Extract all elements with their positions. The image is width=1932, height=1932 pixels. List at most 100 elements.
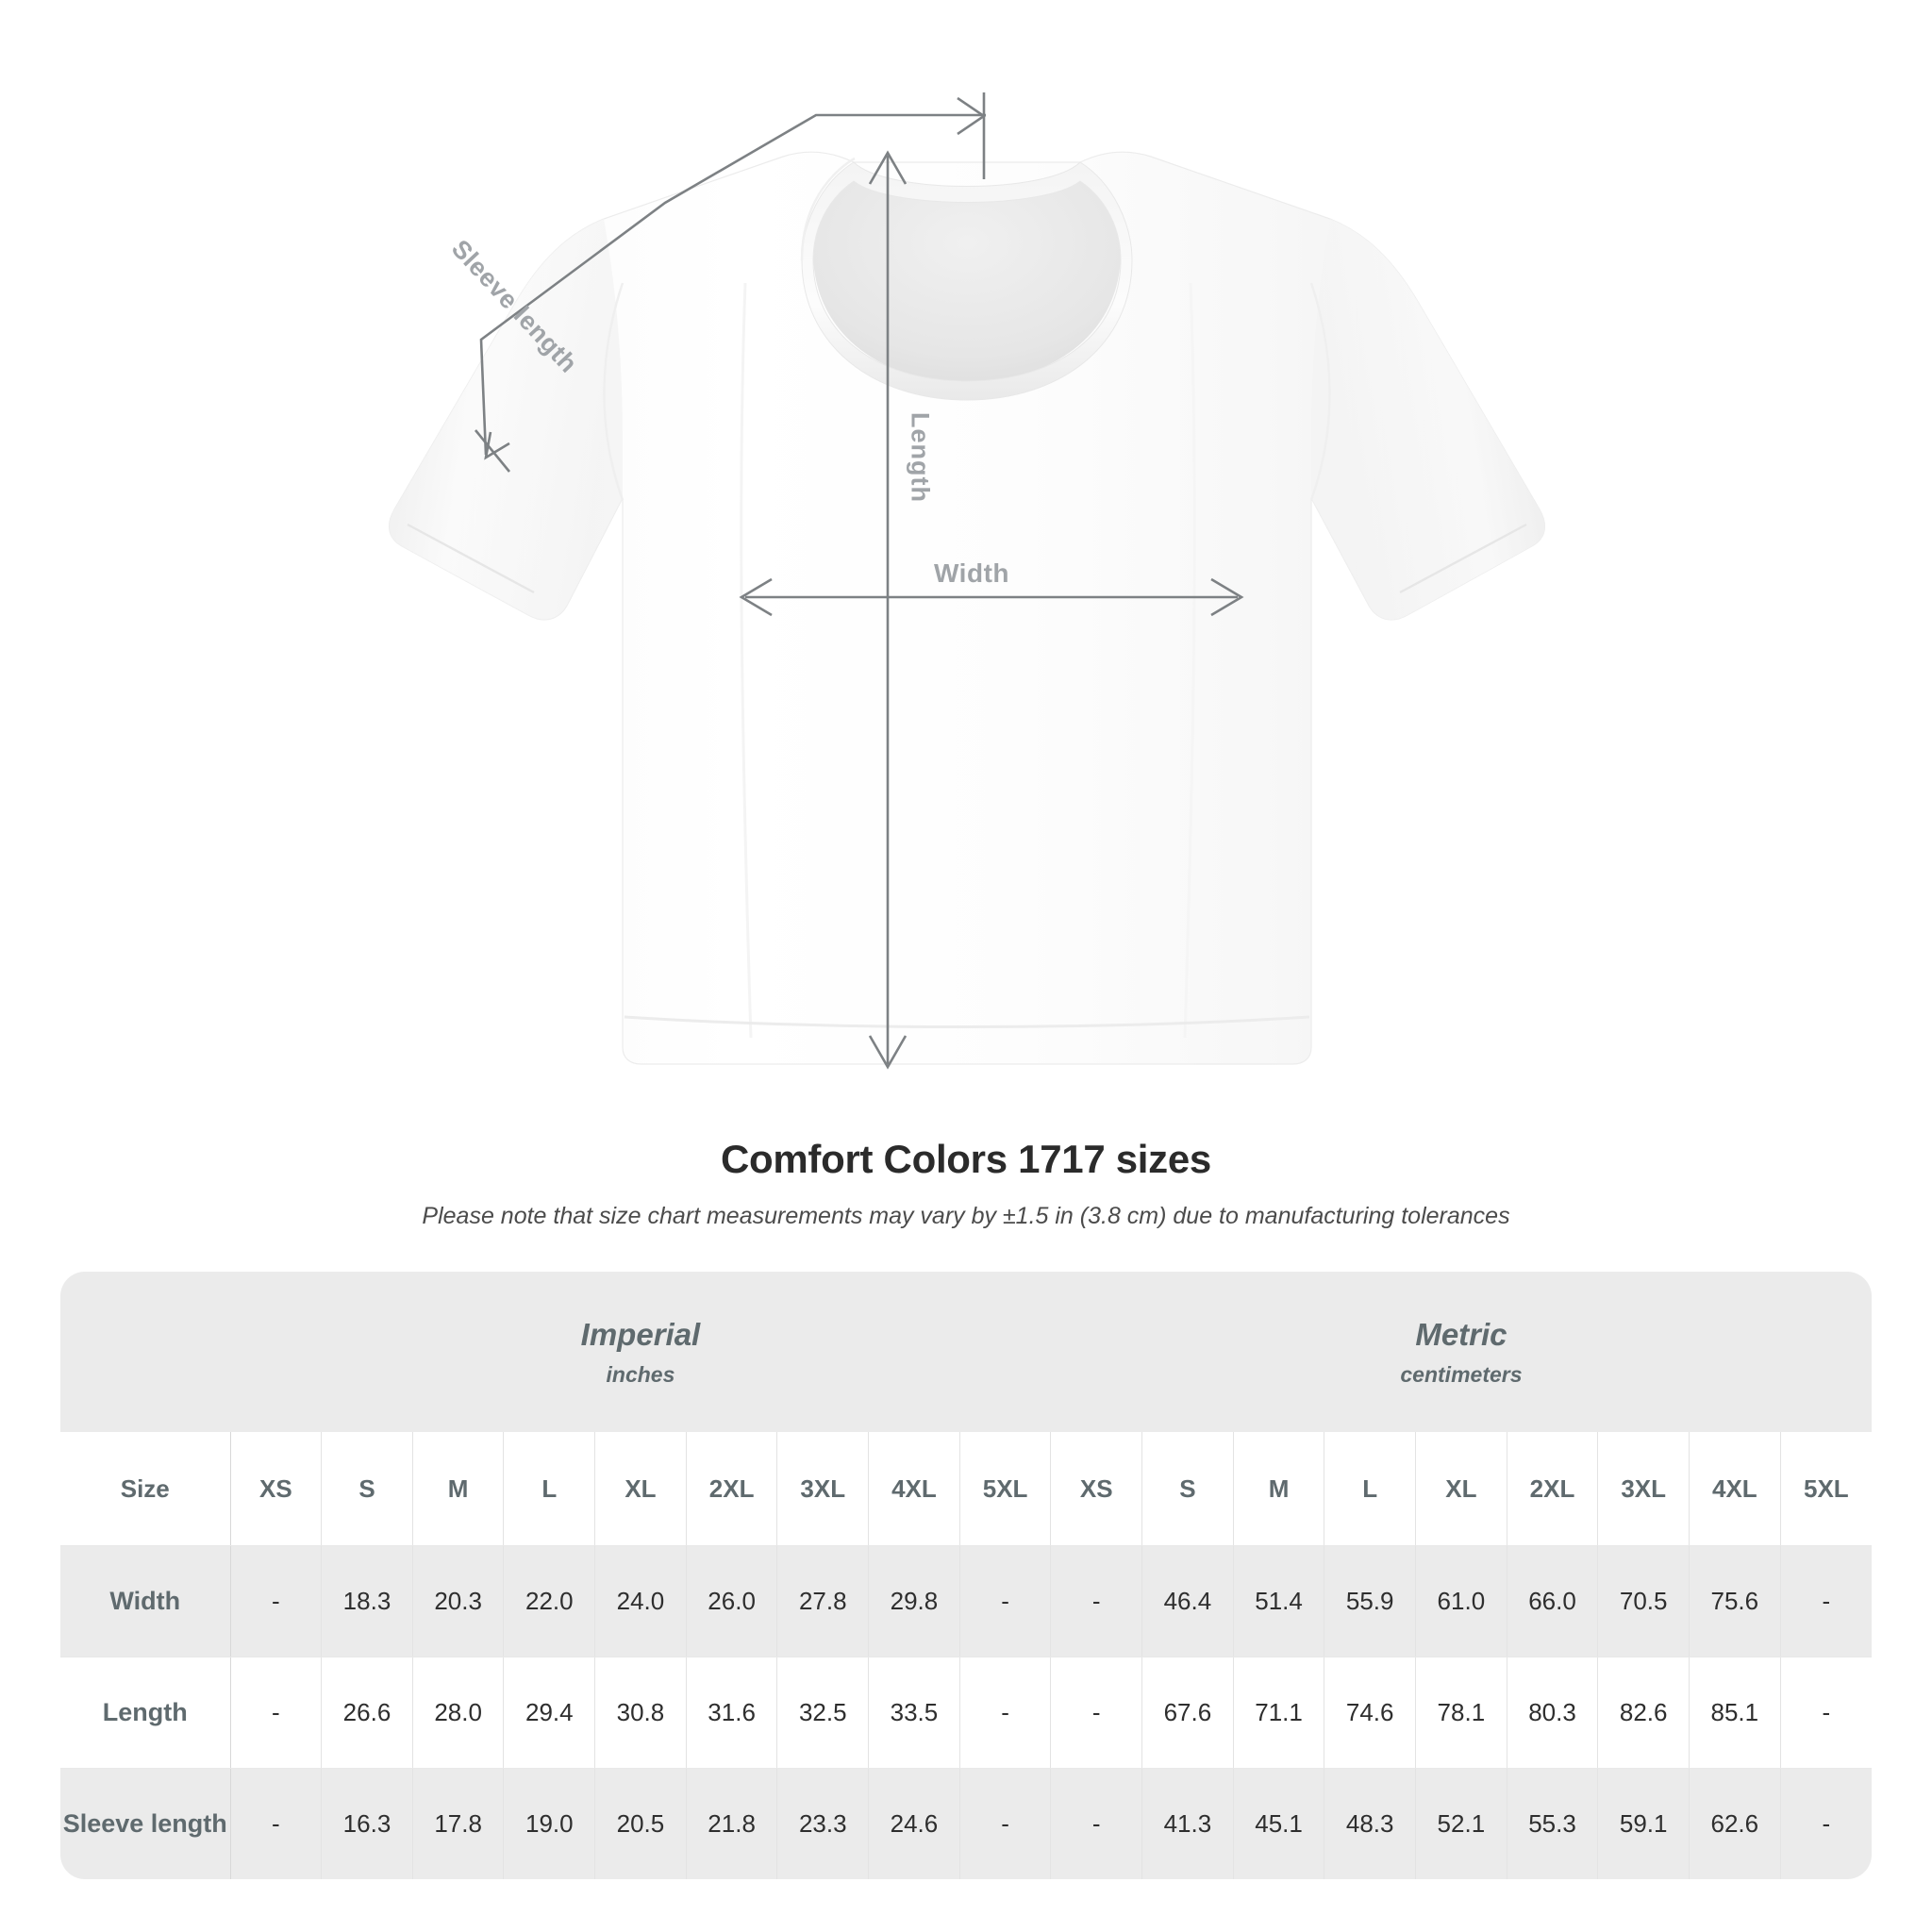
cell-metric-width-m: 51.4 — [1233, 1545, 1325, 1657]
column-header-metric-xs: XS — [1050, 1432, 1143, 1546]
row-header-sleeve-length: Sleeve length — [60, 1768, 231, 1879]
cell-imperial-width-s: 18.3 — [321, 1545, 413, 1657]
column-header-imperial-3xl: 3XL — [776, 1432, 870, 1546]
size-chart-table-wrap: Imperial inches Metric centimeters Size X… — [60, 1272, 1872, 1879]
column-header-size: Size — [60, 1432, 231, 1546]
cell-metric-length-l: 74.6 — [1324, 1657, 1417, 1769]
neck-opening — [813, 168, 1121, 382]
cell-imperial-length-5xl: - — [959, 1657, 1052, 1769]
cell-metric-sleeve-length-2xl: 55.3 — [1507, 1768, 1599, 1879]
cell-metric-sleeve-length-xl: 52.1 — [1415, 1768, 1507, 1879]
cell-imperial-width-3xl: 27.8 — [776, 1545, 870, 1657]
cell-imperial-width-xl: 24.0 — [594, 1545, 687, 1657]
cell-metric-length-3xl: 82.6 — [1597, 1657, 1690, 1769]
cell-imperial-sleeve-length-4xl: 24.6 — [868, 1768, 960, 1879]
title-block: Comfort Colors 1717 sizes Please note th… — [0, 1137, 1932, 1230]
row-header-length: Length — [60, 1657, 231, 1769]
unit-group-imperial: Imperial inches — [230, 1272, 1051, 1432]
tshirt-right-sleeve — [1311, 219, 1545, 620]
cell-imperial-sleeve-length-m: 17.8 — [412, 1768, 505, 1879]
cell-metric-width-l: 55.9 — [1324, 1545, 1417, 1657]
column-header-metric-4xl: 4XL — [1689, 1432, 1781, 1546]
length-dimension — [868, 150, 908, 1070]
cell-metric-length-s: 67.6 — [1141, 1657, 1234, 1769]
cell-metric-sleeve-length-l: 48.3 — [1324, 1768, 1417, 1879]
column-header-imperial-xs: XS — [230, 1432, 323, 1546]
cell-imperial-length-l: 29.4 — [503, 1657, 596, 1769]
cell-metric-width-xs: - — [1050, 1545, 1143, 1657]
bottom-hem — [624, 1015, 1310, 1028]
cell-imperial-sleeve-length-3xl: 23.3 — [776, 1768, 870, 1879]
size-chart-table: Imperial inches Metric centimeters Size X… — [60, 1272, 1872, 1879]
unit-header-corner — [60, 1272, 230, 1432]
table-row: Width -18.3 20.3 22.0 24.0 26.0 27.8 29.8- -46.4… — [60, 1545, 1872, 1657]
cell-metric-length-4xl: 85.1 — [1689, 1657, 1781, 1769]
cell-metric-width-s: 46.4 — [1141, 1545, 1234, 1657]
page-subtitle: Please note that size chart measurements… — [422, 1203, 1510, 1229]
table-row: Sleeve length -16.3 17.8 19.0 20.5 21.8 23.3 24… — [60, 1768, 1872, 1879]
unit-group-imperial-name: Imperial — [580, 1316, 701, 1352]
left-armhole-seam — [603, 282, 625, 501]
tshirt-diagram: Sleeve length Length Width — [388, 92, 1546, 1070]
cell-metric-length-xs: - — [1050, 1657, 1143, 1769]
column-header-imperial-4xl: 4XL — [868, 1432, 960, 1546]
cell-imperial-length-xs: - — [230, 1657, 323, 1769]
cell-imperial-width-5xl: - — [959, 1545, 1052, 1657]
cell-metric-width-5xl: - — [1780, 1545, 1872, 1657]
column-header-imperial-s: S — [321, 1432, 413, 1546]
table-row: Length -26.6 28.0 29.4 30.8 31.6 32.5 33.5- -67.… — [60, 1657, 1872, 1769]
page-title: Comfort Colors 1717 sizes — [720, 1137, 1211, 1181]
unit-group-imperial-sub: inches — [606, 1361, 675, 1387]
cell-imperial-width-l: 22.0 — [503, 1545, 596, 1657]
size-table-body: Width -18.3 20.3 22.0 24.0 26.0 27.8 29.8- -46.4… — [60, 1545, 1872, 1879]
cell-imperial-width-2xl: 26.0 — [686, 1545, 778, 1657]
cell-metric-length-xl: 78.1 — [1415, 1657, 1507, 1769]
column-header-metric-m: M — [1233, 1432, 1325, 1546]
cell-imperial-length-xl: 30.8 — [594, 1657, 687, 1769]
cell-imperial-sleeve-length-xs: - — [230, 1768, 323, 1879]
cell-imperial-width-4xl: 29.8 — [868, 1545, 960, 1657]
cell-imperial-sleeve-length-xl: 20.5 — [594, 1768, 687, 1879]
column-header-imperial-m: M — [412, 1432, 505, 1546]
width-dimension — [739, 577, 1244, 617]
cell-imperial-width-m: 20.3 — [412, 1545, 505, 1657]
unit-group-metric-sub: centimeters — [1400, 1361, 1523, 1387]
cell-imperial-sleeve-length-5xl: - — [959, 1768, 1052, 1879]
column-header-metric-l: L — [1324, 1432, 1417, 1546]
row-header-width: Width — [60, 1545, 231, 1657]
cell-metric-length-2xl: 80.3 — [1507, 1657, 1599, 1769]
tshirt-illustration — [388, 92, 1546, 1070]
column-header-metric-5xl: 5XL — [1780, 1432, 1872, 1546]
cell-metric-width-4xl: 75.6 — [1689, 1545, 1781, 1657]
cell-metric-sleeve-length-xs: - — [1050, 1768, 1143, 1879]
cell-imperial-sleeve-length-2xl: 21.8 — [686, 1768, 778, 1879]
tshirt-left-sleeve — [389, 219, 623, 620]
cell-imperial-length-4xl: 33.5 — [868, 1657, 960, 1769]
column-header-imperial-2xl: 2XL — [686, 1432, 778, 1546]
column-header-imperial-l: L — [503, 1432, 596, 1546]
column-header-imperial-xl: XL — [594, 1432, 687, 1546]
sleeve-reference-tick — [957, 92, 987, 179]
cell-metric-length-5xl: - — [1780, 1657, 1872, 1769]
cell-metric-sleeve-length-4xl: 62.6 — [1689, 1768, 1781, 1879]
left-sleeve-hem — [407, 523, 535, 594]
cell-imperial-sleeve-length-l: 19.0 — [503, 1768, 596, 1879]
cell-metric-sleeve-length-s: 41.3 — [1141, 1768, 1234, 1879]
cell-metric-sleeve-length-3xl: 59.1 — [1597, 1768, 1690, 1879]
size-table-head: Imperial inches Metric centimeters Size X… — [60, 1272, 1872, 1546]
cell-metric-sleeve-length-m: 45.1 — [1233, 1768, 1325, 1879]
column-header-metric-xl: XL — [1415, 1432, 1507, 1546]
collar-left-edge — [800, 157, 856, 261]
collar-ribbing — [801, 161, 1133, 401]
cell-metric-width-2xl: 66.0 — [1507, 1545, 1599, 1657]
fabric-fold-right — [1183, 282, 1196, 1039]
column-header-metric-s: S — [1141, 1432, 1234, 1546]
right-sleeve-hem — [1399, 523, 1527, 594]
cell-imperial-width-xs: - — [230, 1545, 323, 1657]
cell-metric-width-xl: 61.0 — [1415, 1545, 1507, 1657]
cell-imperial-sleeve-length-s: 16.3 — [321, 1768, 413, 1879]
length-label: Length — [906, 412, 935, 503]
unit-group-metric-name: Metric — [1415, 1316, 1507, 1352]
width-label: Width — [934, 558, 1009, 588]
column-header-metric-2xl: 2XL — [1507, 1432, 1599, 1546]
